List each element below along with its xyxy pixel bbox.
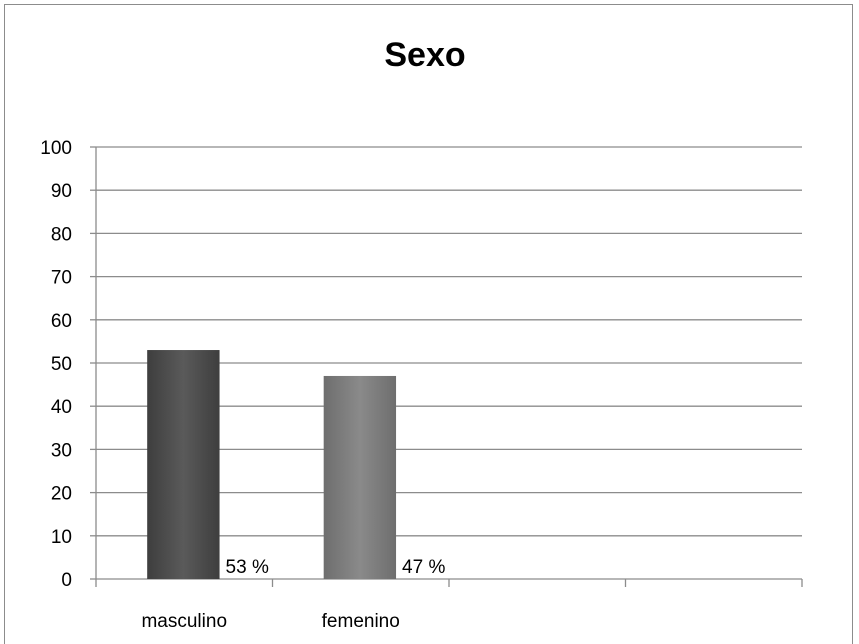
- chart-frame: [4, 4, 853, 644]
- bar-femenino: [323, 375, 397, 579]
- bar-masculino: [147, 350, 220, 579]
- data-labels: 53 % 47 %: [226, 557, 446, 578]
- data-label: 47 %: [402, 557, 445, 578]
- category-labels: masculino femenino: [141, 611, 399, 632]
- bars: [147, 350, 397, 579]
- y-tick-label: 0: [61, 570, 72, 591]
- y-tick-label: 40: [51, 397, 72, 418]
- y-tick-label: 10: [51, 527, 72, 548]
- y-tick-label: 80: [51, 224, 72, 245]
- y-tick-label: 20: [51, 484, 72, 505]
- y-tick-label: 60: [51, 311, 72, 332]
- y-tick-label: 50: [51, 354, 72, 375]
- y-tick-label: 70: [51, 268, 72, 289]
- y-axis-ticks: 0 10 20 30 40 50 60 70 80 90 100: [40, 138, 96, 591]
- y-tick-label: 90: [51, 181, 72, 202]
- category-label: masculino: [141, 611, 227, 632]
- y-tick-label: 100: [40, 138, 72, 159]
- category-label: femenino: [322, 611, 400, 632]
- y-tick-label: 30: [51, 440, 72, 461]
- chart-title: Sexo: [384, 36, 465, 74]
- data-label: 53 %: [226, 557, 269, 578]
